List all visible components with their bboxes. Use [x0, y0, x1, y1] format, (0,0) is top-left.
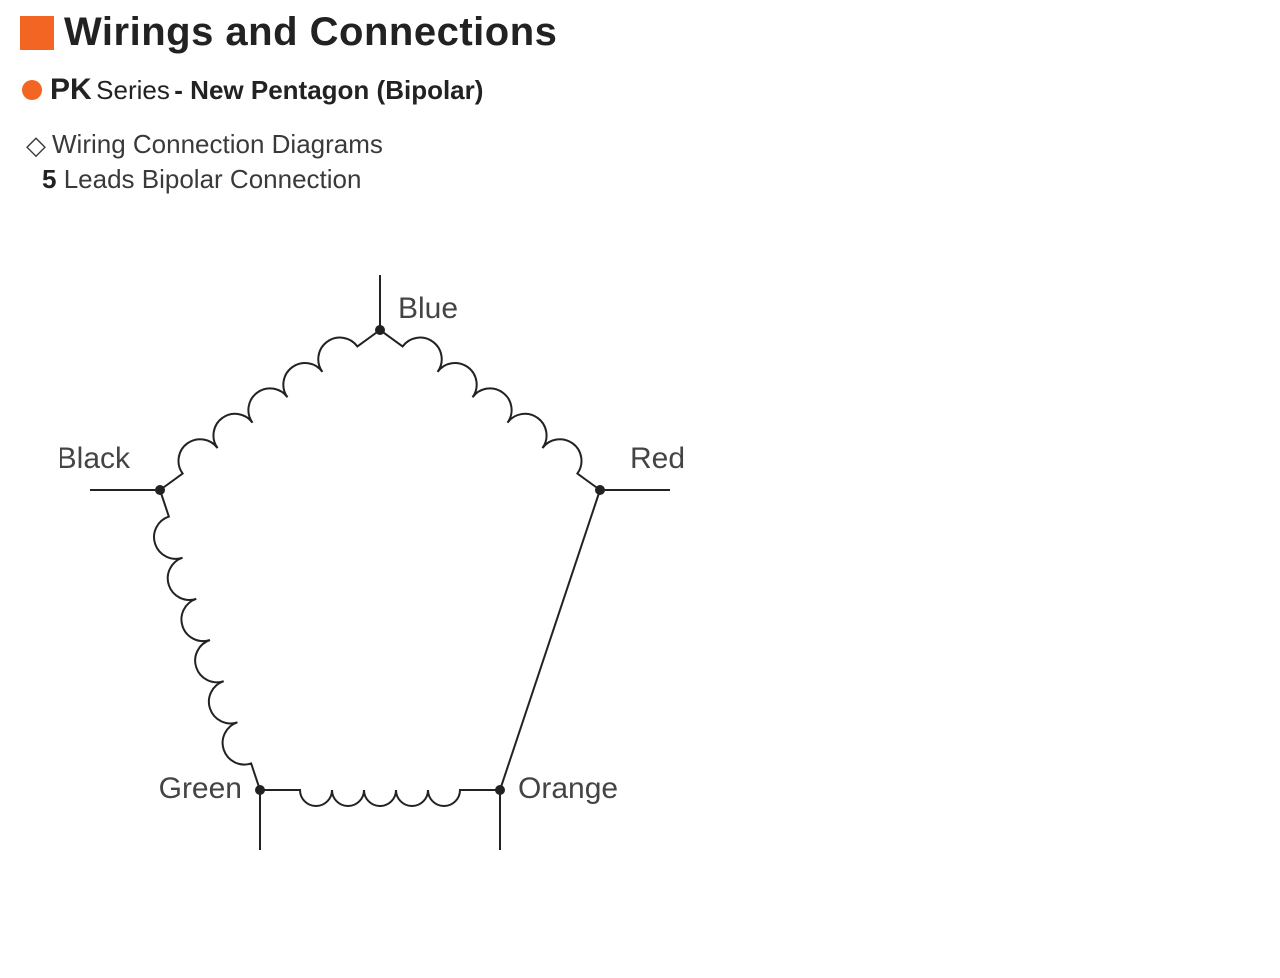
diamond-bullet-icon: ◇: [26, 132, 46, 158]
section-label: Wiring Connection Diagrams: [52, 129, 383, 160]
page: Wirings and Connections PK Series - New …: [0, 0, 1280, 978]
leads-row: 5 Leads Bipolar Connection: [42, 164, 1260, 195]
page-title: Wirings and Connections: [64, 10, 557, 55]
lead-label-green: Green: [159, 772, 242, 805]
series-suffix: Series: [96, 75, 170, 105]
series-label: PK Series - New Pentagon (Bipolar): [50, 73, 483, 107]
leads-count: 5: [42, 164, 56, 194]
circle-bullet-icon: [22, 80, 42, 100]
lead-label-black: Black: [60, 442, 131, 475]
series-description: - New Pentagon (Bipolar): [174, 75, 483, 105]
pentagon-diagram-svg: Blue Red Orange Green Black: [60, 270, 780, 930]
lead-label-blue: Blue: [398, 292, 458, 325]
series-code: PK: [50, 73, 92, 106]
lead-label-red: Red: [630, 442, 685, 475]
section-row: ◇ Wiring Connection Diagrams: [26, 129, 1260, 160]
leads-description: Leads Bipolar Connection: [64, 164, 362, 194]
main-header: Wirings and Connections: [20, 10, 1260, 55]
wiring-diagram: Blue Red Orange Green Black: [60, 270, 780, 935]
square-bullet-icon: [20, 16, 54, 50]
sub-header: PK Series - New Pentagon (Bipolar): [22, 73, 1260, 107]
lead-label-orange: Orange: [518, 772, 618, 805]
